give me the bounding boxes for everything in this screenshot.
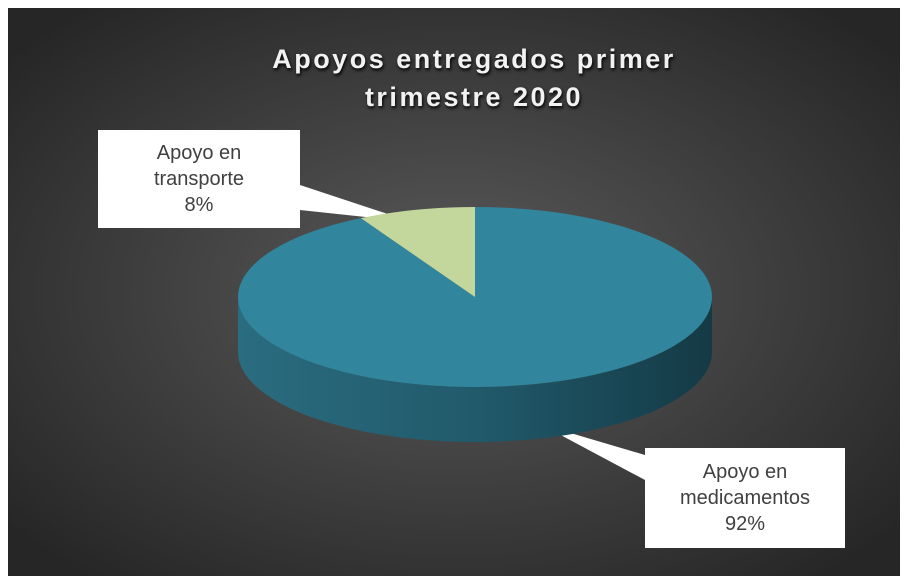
- label-category: Apoyo en medicamentos: [680, 461, 811, 509]
- label-value: 92%: [724, 513, 766, 535]
- pie-slice: [360, 207, 475, 297]
- label-value: 8%: [184, 194, 214, 216]
- data-label: Apoyo en medicamentos 92%: [645, 448, 845, 548]
- leader: [300, 185, 412, 222]
- leader: [540, 424, 645, 480]
- pie-side: [238, 297, 712, 442]
- chart-title: Apoyos entregados primer trimestre 2020: [272, 44, 676, 112]
- label-category: Apoyo en transporte: [153, 142, 245, 190]
- data-label: Apoyo en transporte 8%: [98, 130, 300, 228]
